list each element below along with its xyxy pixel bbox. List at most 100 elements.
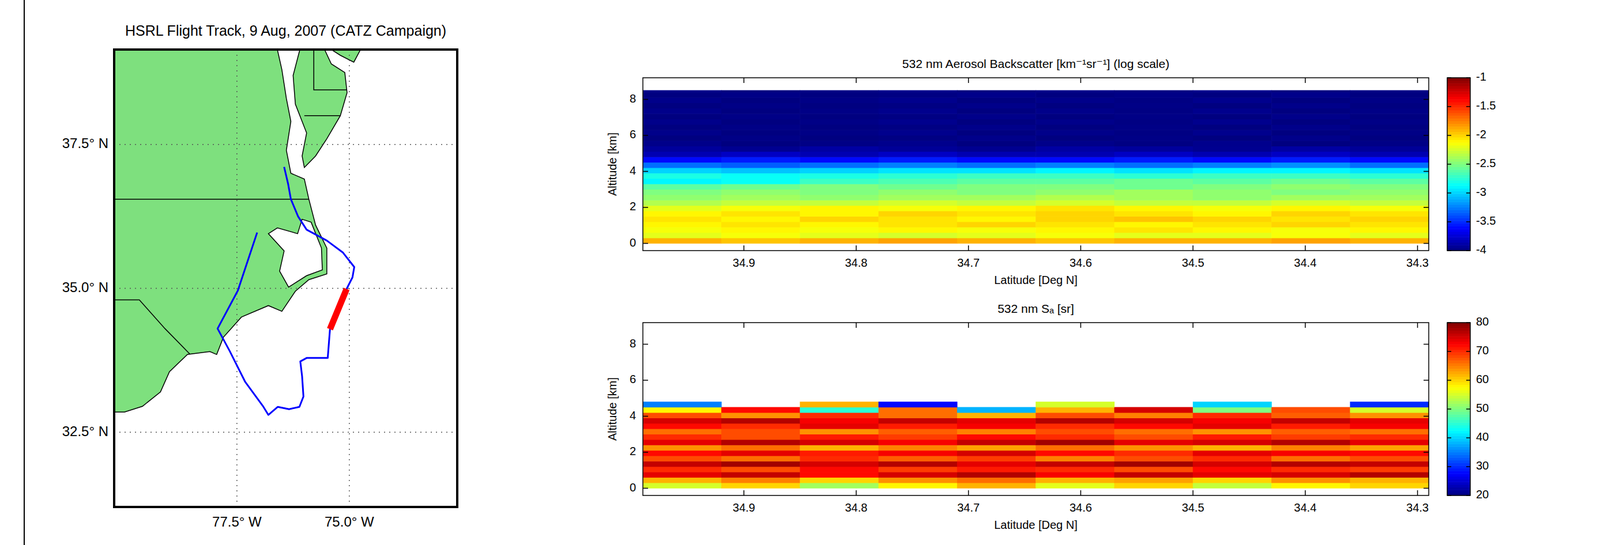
heatmap-cell <box>1192 172 1272 179</box>
y-tick <box>1423 206 1429 209</box>
colorbar-tick <box>1447 379 1452 382</box>
heatmap-cell <box>1035 119 1115 126</box>
heatmap-cell <box>721 423 801 430</box>
colorbar-step <box>1447 121 1471 124</box>
heatmap-cell <box>1349 428 1429 435</box>
heatmap-cell <box>1114 90 1194 93</box>
colorbar-step <box>1447 129 1471 133</box>
y-tick-label: 0 <box>629 481 636 495</box>
heatmap-cell <box>1192 407 1272 414</box>
y-tick-label: 2 <box>629 200 636 213</box>
heatmap-cell <box>1271 216 1351 222</box>
heatmap-cell <box>957 92 1037 99</box>
plot-background <box>642 77 1429 251</box>
heatmap-cell <box>957 172 1037 179</box>
heatmap-cell <box>1349 183 1429 190</box>
heatmap-cell <box>721 183 801 190</box>
heatmap-cell <box>957 151 1037 158</box>
heatmap-cell <box>878 418 958 424</box>
heatmap-cell <box>1349 178 1429 185</box>
heatmap-cell <box>642 135 722 142</box>
heatmap-cell <box>799 412 879 419</box>
heatmap-cell <box>642 412 722 419</box>
heatmap-cell <box>1114 232 1194 239</box>
colorbar-step <box>1447 83 1471 86</box>
heatmap-cell <box>1035 97 1115 104</box>
colorbar-step <box>1447 460 1471 464</box>
x-tick-label: 34.6 <box>1069 501 1093 515</box>
heatmap-cell <box>1114 483 1194 489</box>
colorbar-step <box>1447 366 1471 370</box>
y-axis-title: Altitude [km] <box>605 132 619 197</box>
heatmap-cell <box>642 119 722 126</box>
heatmap-cell <box>642 445 722 451</box>
heatmap-cell <box>957 227 1037 233</box>
heatmap-cell <box>1035 232 1115 239</box>
colorbar-tick <box>1466 466 1471 468</box>
heatmap-cell <box>799 227 879 233</box>
heatmap-cell <box>1114 211 1194 217</box>
colorbar <box>1447 322 1471 497</box>
heatmap-cell <box>1035 124 1115 131</box>
heatmap-cell <box>721 216 801 222</box>
colorbar-step <box>1447 355 1471 359</box>
heatmap-cell <box>957 113 1037 120</box>
colorbar-step <box>1447 419 1471 423</box>
y-tick <box>642 488 649 490</box>
heatmap-cell <box>1271 90 1351 93</box>
heatmap-cell <box>1271 423 1351 430</box>
state-border <box>304 115 341 117</box>
heatmap-cell <box>721 194 801 201</box>
heatmap-cell <box>642 90 722 93</box>
colorbar-tick-label: -4 <box>1476 243 1487 256</box>
heatmap-cell <box>799 211 879 217</box>
heatmap-cell <box>1035 162 1115 169</box>
heatmap-cell <box>721 135 801 142</box>
heatmap-cell <box>1271 140 1351 147</box>
heatmap-cell <box>957 216 1037 222</box>
heatmap-cell <box>642 113 722 120</box>
heatmap-cell <box>957 167 1037 174</box>
colorbar-step <box>1447 107 1471 111</box>
heatmap-cell <box>1192 483 1272 489</box>
colorbar-tick-label: 50 <box>1476 401 1489 415</box>
heatmap-cell <box>1192 90 1272 93</box>
heatmap-cell <box>1114 439 1194 446</box>
colorbar-step <box>1447 239 1471 243</box>
heatmap-cell <box>1114 467 1194 473</box>
heatmap-cell <box>957 461 1037 468</box>
heatmap-cell <box>721 211 801 217</box>
heatmap-cell <box>1271 456 1351 462</box>
lon-label: 77.5° W <box>212 514 262 530</box>
heatmap-cell <box>1271 418 1351 424</box>
heatmap-cell <box>957 467 1037 473</box>
heatmap-cell <box>1114 450 1194 457</box>
heatmap-cell <box>1349 412 1429 419</box>
heatmap-cell <box>1271 97 1351 104</box>
heatmap-cell <box>799 167 879 174</box>
heatmap-cell <box>1349 227 1429 233</box>
colorbar-step <box>1447 123 1471 127</box>
y-tick <box>642 171 649 173</box>
heatmap-cell <box>1114 216 1194 222</box>
heatmap-cell <box>1349 102 1429 109</box>
page: {"chart_data": [ {"type": "map", "title"… <box>0 0 1600 545</box>
heatmap-cell <box>1349 200 1429 206</box>
heatmap-cell <box>1114 156 1194 163</box>
heatmap-cell <box>721 108 801 115</box>
heatmap-cell <box>799 140 879 147</box>
heatmap-cell <box>799 108 879 115</box>
heatmap-cell <box>878 200 958 206</box>
heatmap-cell <box>799 92 879 99</box>
colorbar-step <box>1447 341 1471 345</box>
state-border <box>114 299 190 355</box>
colorbar-step <box>1447 204 1471 208</box>
heatmap-cell <box>642 189 722 195</box>
colorbar-step <box>1447 339 1471 342</box>
colorbar-step <box>1447 468 1471 472</box>
colorbar-step <box>1447 185 1471 189</box>
heatmap-cell <box>878 461 958 468</box>
heatmap-cell <box>878 90 958 93</box>
heatmap-cell <box>1192 434 1272 440</box>
colorbar-tick <box>1447 437 1452 439</box>
